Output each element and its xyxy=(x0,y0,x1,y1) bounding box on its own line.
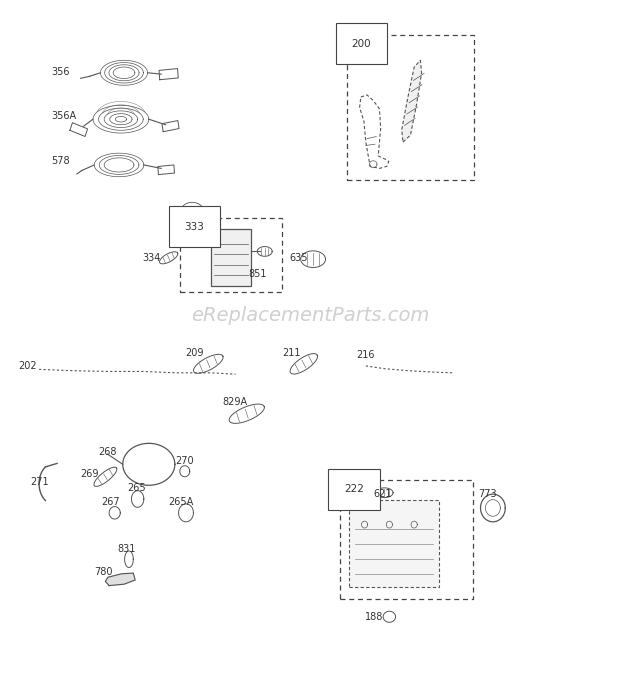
Text: 269: 269 xyxy=(81,469,99,479)
Text: 621: 621 xyxy=(374,489,392,498)
Text: 202: 202 xyxy=(19,361,37,371)
Text: 851: 851 xyxy=(248,269,267,279)
Bar xyxy=(349,500,439,587)
Bar xyxy=(347,35,474,180)
Text: 356: 356 xyxy=(51,67,69,77)
Text: 773: 773 xyxy=(478,489,497,498)
Text: 356A: 356A xyxy=(51,111,76,121)
Text: 271: 271 xyxy=(30,477,48,486)
Bar xyxy=(211,229,251,286)
Text: 209: 209 xyxy=(185,349,203,358)
Text: 334: 334 xyxy=(143,253,161,263)
Bar xyxy=(340,480,473,599)
Text: 265A: 265A xyxy=(169,498,194,507)
Text: 211: 211 xyxy=(282,349,301,358)
Text: 268: 268 xyxy=(98,447,117,457)
Text: eReplacementParts.com: eReplacementParts.com xyxy=(191,306,429,325)
Text: 265: 265 xyxy=(127,484,146,493)
Polygon shape xyxy=(105,573,135,586)
Polygon shape xyxy=(402,60,422,142)
Text: 270: 270 xyxy=(175,456,193,466)
Text: 578: 578 xyxy=(51,156,69,166)
Bar xyxy=(180,218,282,292)
Text: 635: 635 xyxy=(290,253,308,263)
Text: 831: 831 xyxy=(118,545,136,554)
Text: 333: 333 xyxy=(184,222,204,231)
Text: 188: 188 xyxy=(365,612,383,622)
Text: 267: 267 xyxy=(101,498,120,507)
Text: 216: 216 xyxy=(356,351,375,360)
Text: 829A: 829A xyxy=(222,397,247,407)
Text: 200: 200 xyxy=(352,39,371,49)
Text: 222: 222 xyxy=(344,484,364,494)
Text: 780: 780 xyxy=(94,567,113,577)
